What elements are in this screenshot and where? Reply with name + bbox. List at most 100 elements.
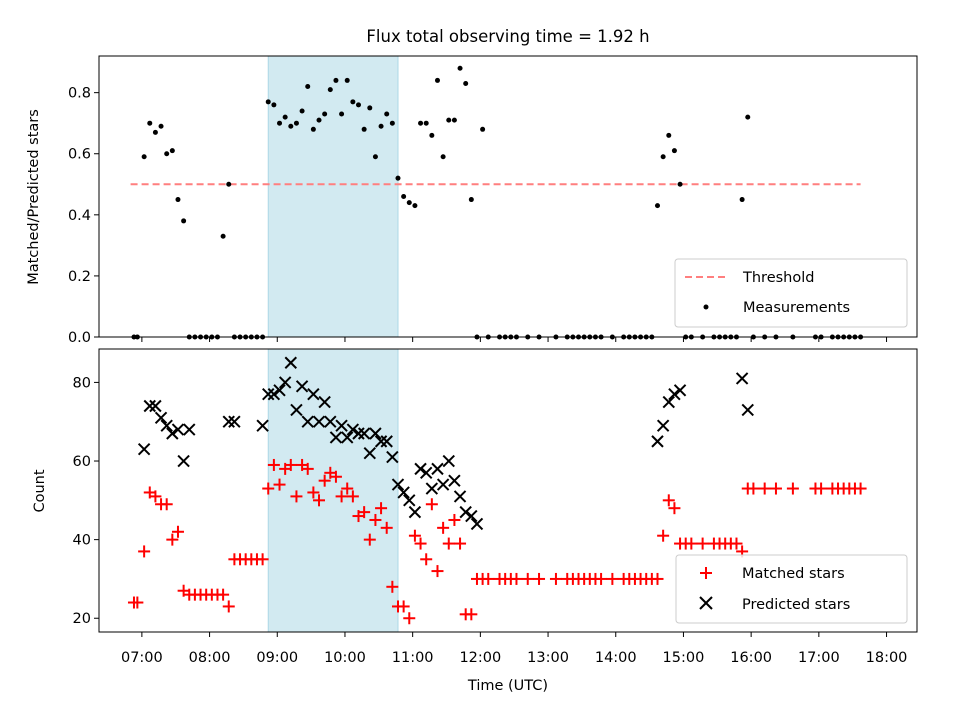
measurement-point [361, 126, 367, 132]
x-tick-label: 11:00 [392, 650, 434, 666]
x-tick-label: 14:00 [595, 650, 637, 666]
top-axes-frame [98, 55, 918, 338]
matched-star-point [138, 545, 151, 558]
measurement-point [322, 111, 328, 117]
predicted-star-point [171, 423, 185, 436]
predicted-star-point [341, 431, 354, 444]
x-tick-label: 16:00 [730, 650, 772, 666]
measurement-point [401, 194, 407, 199]
measurement-point [412, 203, 418, 209]
bottom-y-tick-label: 80 [73, 375, 91, 391]
measurement-point [181, 218, 187, 224]
matched-star-point [386, 580, 399, 593]
matched-star-point [668, 502, 681, 515]
matched-star-point [341, 482, 354, 495]
measurement-point [310, 126, 316, 132]
x-tick-label: 12:00 [459, 650, 501, 666]
measurement-point [389, 120, 395, 126]
matched-star-point [131, 596, 144, 609]
measurements-series [131, 65, 864, 340]
predicted-star-point [256, 419, 269, 432]
matched-star-point [437, 521, 450, 534]
predicted-star-point [329, 431, 343, 444]
matched-star-point [329, 470, 342, 483]
measurement-point [327, 87, 333, 93]
top-y-tick-label: 0.6 [68, 147, 91, 163]
legend-matched-swatch [700, 567, 712, 579]
measurement-point [356, 102, 362, 108]
measurement-point [434, 77, 440, 83]
predicted-star-point [301, 415, 314, 428]
matched-star-point [335, 490, 348, 503]
x-axis-label: Time (UTC) [467, 678, 548, 694]
measurement-point [480, 126, 486, 132]
measurement-point [339, 111, 345, 117]
matched-star-point [217, 588, 230, 601]
top-panel: 0.00.20.40.60.8 Matched/Predicted stars … [26, 55, 918, 346]
predicted-star-point [278, 376, 292, 389]
predicted-star-point [431, 462, 444, 476]
bottom-y-tick-label: 40 [73, 533, 91, 549]
bottom-shaded-interval [267, 348, 399, 633]
bottom-y-tick-label: 60 [73, 454, 91, 470]
measurement-point [739, 197, 745, 203]
matched-star-point [408, 529, 421, 542]
matched-star-point [657, 529, 670, 542]
top-y-tick-label: 0.2 [68, 269, 91, 285]
legend-measurements-label: Measurements [743, 300, 850, 316]
measurement-point [654, 203, 660, 209]
predicted-star-point [346, 423, 360, 436]
predicted-star-point [741, 403, 754, 417]
predicted-star-point [318, 395, 331, 409]
predicted-star-point [284, 356, 298, 369]
predicted-star-point [290, 403, 303, 417]
measurement-point [457, 65, 463, 71]
predicted-star-point [651, 435, 664, 448]
measurement-point [671, 148, 677, 154]
predicted-star-point [656, 419, 670, 432]
measurement-point [440, 154, 446, 160]
predicted-star-point [425, 482, 439, 495]
measurement-point [288, 123, 294, 129]
x-tick-label: 17:00 [798, 650, 840, 666]
measurement-point [367, 105, 373, 111]
bottom-legend: Matched stars Predicted stars [675, 554, 908, 624]
legend-predicted-swatch [699, 596, 713, 610]
predicted-star-point [267, 387, 281, 401]
measurement-point [220, 233, 226, 239]
matched-star-point [651, 572, 664, 585]
legend-predicted-label: Predicted stars [742, 597, 850, 613]
predicted-star-point [143, 399, 156, 413]
matched-star-point [482, 572, 495, 585]
bottom-axes-frame [98, 348, 918, 633]
bottom-panel: 20 40 60 80 07:00 08:00 09:00 10:00 11:00 12:00 13… [32, 348, 918, 694]
predicted-star-point [324, 415, 337, 428]
measurement-point [164, 151, 170, 157]
matched-star-point [222, 600, 235, 613]
bottom-axis-ticks: 20 40 60 80 07:00 08:00 09:00 10:00 11:00 12:00 13… [73, 375, 908, 666]
matched-star-point [454, 537, 467, 550]
matched-star-point [160, 498, 173, 511]
predicted-star-point [374, 435, 388, 448]
top-shaded-interval [267, 55, 399, 338]
matched-star-point [414, 537, 427, 550]
measurement-point [265, 99, 271, 105]
predicted-star-point [183, 423, 196, 436]
matched-star-point [662, 494, 675, 507]
measurement-point [271, 102, 277, 108]
predicted-star-point [363, 446, 376, 460]
measurement-point [451, 117, 457, 123]
measurement-point [333, 77, 339, 83]
predicted-star-point [262, 387, 275, 401]
predicted-star-point [414, 462, 427, 476]
predicted-star-point [448, 474, 461, 487]
top-y-tick-label: 0.0 [68, 330, 91, 346]
measurement-point [395, 175, 401, 181]
matched-stars-series [127, 458, 867, 625]
legend-threshold-label: Threshold [742, 270, 814, 286]
shaded-interval [267, 55, 399, 338]
matched-star-point [431, 565, 444, 578]
predicted-star-point [307, 387, 320, 401]
predicted-star-point [312, 415, 326, 428]
